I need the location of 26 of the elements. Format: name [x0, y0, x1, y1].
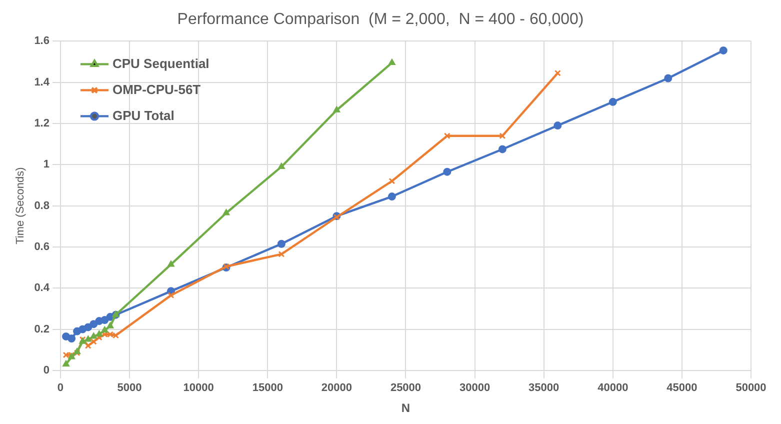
x-tick-label: 45000 [666, 382, 698, 394]
x-tick-label: 0 [57, 382, 64, 394]
x-tick-label: 50000 [736, 382, 766, 394]
y-tick-label: 1.6 [34, 35, 50, 48]
legend-label: GPU Total [112, 108, 174, 123]
x-tick-label: 25000 [390, 382, 422, 394]
y-axis-title: Time (Seconds) [14, 167, 27, 244]
x-tick-label: 40000 [598, 382, 628, 394]
x-tick-label: 35000 [528, 382, 560, 394]
y-tick-label: 0.6 [34, 240, 50, 253]
y-tick-label: 1.4 [34, 76, 50, 88]
x-tick-label: 10000 [183, 382, 214, 394]
legend-label: OMP-CPU-56T [112, 82, 201, 97]
y-tick-label: 1 [43, 158, 50, 171]
y-tick-label: 0.8 [34, 200, 50, 212]
x-tick-label: 30000 [460, 382, 490, 394]
y-tick-label: 0 [43, 364, 50, 376]
y-tick-label: 1.2 [34, 118, 50, 130]
legend-label: CPU Sequential [112, 56, 210, 71]
x-axis-title: N [401, 401, 410, 416]
x-tick-label: 15000 [252, 382, 283, 394]
y-tick-label: 0.4 [34, 282, 50, 294]
chart-title: Performance Comparison (M = 2,000, N = 400 - 60,000) [177, 11, 584, 28]
x-tick-label: 5000 [117, 382, 142, 394]
x-tick-label: 20000 [321, 382, 352, 394]
y-tick-label: 0.2 [34, 323, 50, 336]
